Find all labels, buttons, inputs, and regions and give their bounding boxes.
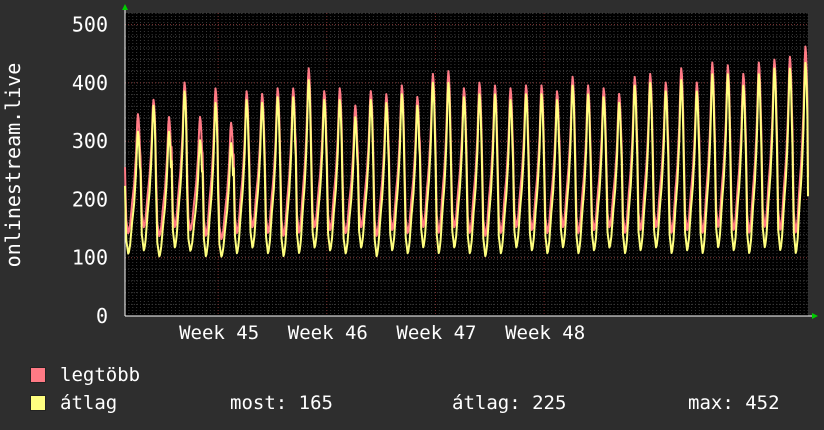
x-tick-label: Week 48 — [505, 322, 585, 344]
x-tick-label: Week 47 — [396, 322, 476, 344]
y-axis-label: onlinestream.live — [1, 63, 25, 268]
y-tick-label: 300 — [72, 129, 108, 153]
y-tick-label: 100 — [72, 246, 108, 270]
y-tick-label: 400 — [72, 71, 108, 95]
x-tick-label: Week 46 — [288, 322, 368, 344]
y-axis-arrow — [122, 4, 128, 10]
x-axis-arrow — [812, 313, 818, 319]
y-tick-label: 200 — [72, 187, 108, 211]
y-tick-label: 0 — [96, 304, 108, 328]
series-line-avg — [124, 61, 809, 258]
y-tick-label: 500 — [72, 13, 108, 37]
x-tick-label: Week 45 — [179, 322, 259, 344]
